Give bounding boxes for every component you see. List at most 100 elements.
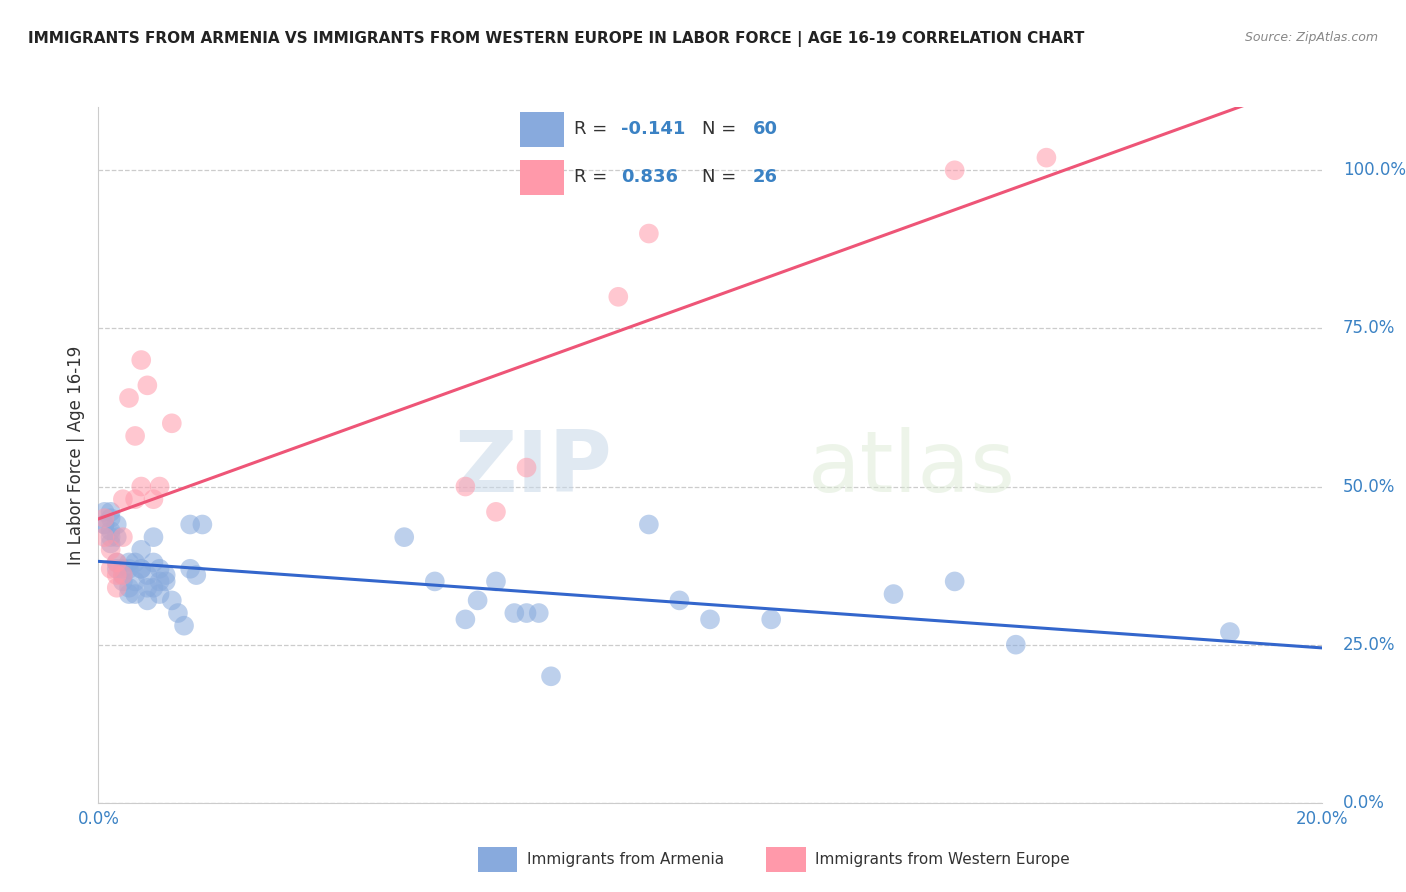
Point xyxy=(759,612,782,626)
Point xyxy=(100,542,122,557)
Point xyxy=(503,606,526,620)
Point xyxy=(111,574,134,589)
Text: 26: 26 xyxy=(752,169,778,186)
Text: 25.0%: 25.0% xyxy=(1343,636,1395,654)
Text: 0.0%: 0.0% xyxy=(1343,794,1385,812)
Text: IMMIGRANTS FROM ARMENIA VS IMMIGRANTS FROM WESTERN EUROPE IN LABOR FORCE | AGE 1: IMMIGRANTS FROM ARMENIA VS IMMIGRANTS FR… xyxy=(28,31,1084,47)
Point xyxy=(540,669,562,683)
Point xyxy=(100,562,122,576)
Point xyxy=(179,517,201,532)
Point xyxy=(100,505,122,519)
Point xyxy=(111,492,134,507)
Point xyxy=(105,568,128,582)
Point xyxy=(637,227,661,241)
Point xyxy=(149,574,172,589)
Point xyxy=(129,353,152,368)
Point xyxy=(129,562,152,576)
Point xyxy=(100,511,122,525)
Text: Source: ZipAtlas.com: Source: ZipAtlas.com xyxy=(1244,31,1378,45)
Point xyxy=(607,290,630,304)
Point xyxy=(883,587,905,601)
Point xyxy=(118,562,141,576)
Point xyxy=(118,581,141,595)
Point xyxy=(699,612,721,626)
Point xyxy=(93,505,115,519)
Point xyxy=(668,593,690,607)
Point xyxy=(467,593,489,607)
Point xyxy=(111,530,134,544)
Point xyxy=(100,524,122,538)
Point xyxy=(142,581,165,595)
Point xyxy=(129,479,152,493)
Point xyxy=(1004,638,1026,652)
Point xyxy=(149,562,172,576)
Point xyxy=(155,574,177,589)
Point xyxy=(485,574,508,589)
Point xyxy=(124,587,146,601)
Text: -0.141: -0.141 xyxy=(621,120,685,138)
Point xyxy=(637,517,661,532)
Point xyxy=(1035,151,1057,165)
Bar xyxy=(520,160,564,194)
Point xyxy=(118,587,141,601)
Point xyxy=(93,530,115,544)
Text: 75.0%: 75.0% xyxy=(1343,319,1395,337)
Point xyxy=(93,511,115,525)
Point xyxy=(100,530,122,544)
Point xyxy=(124,556,146,570)
Text: ZIP: ZIP xyxy=(454,427,612,510)
Text: 60: 60 xyxy=(752,120,778,138)
Point xyxy=(423,574,446,589)
Point xyxy=(118,391,141,405)
Point xyxy=(124,574,146,589)
Point xyxy=(392,530,416,544)
Point xyxy=(179,562,201,576)
Text: N =: N = xyxy=(702,120,742,138)
Point xyxy=(105,556,128,570)
Point xyxy=(111,562,134,576)
Point xyxy=(129,542,152,557)
Text: 50.0%: 50.0% xyxy=(1343,477,1395,496)
Point xyxy=(191,517,214,532)
Text: 0.836: 0.836 xyxy=(621,169,678,186)
Point xyxy=(167,606,190,620)
Point xyxy=(118,556,141,570)
Point xyxy=(105,517,128,532)
Point xyxy=(149,479,172,493)
Point xyxy=(111,568,134,582)
Point xyxy=(142,492,165,507)
Point xyxy=(136,568,159,582)
Point xyxy=(124,429,146,443)
Point xyxy=(105,581,128,595)
Point xyxy=(173,618,195,632)
Point xyxy=(454,479,477,493)
Point xyxy=(943,163,966,178)
Point xyxy=(516,606,538,620)
Point xyxy=(485,505,508,519)
Point xyxy=(943,574,966,589)
Point xyxy=(136,593,159,607)
Point xyxy=(93,517,115,532)
Text: R =: R = xyxy=(574,169,613,186)
Point xyxy=(111,568,134,582)
Point xyxy=(124,492,146,507)
Text: Immigrants from Armenia: Immigrants from Armenia xyxy=(527,853,724,867)
Text: 100.0%: 100.0% xyxy=(1343,161,1406,179)
Point xyxy=(1219,625,1241,640)
Point xyxy=(142,530,165,544)
Point xyxy=(454,612,477,626)
Point xyxy=(105,530,128,544)
Point xyxy=(186,568,208,582)
Point xyxy=(160,417,183,431)
Point xyxy=(105,562,128,576)
Point xyxy=(93,517,115,532)
Point xyxy=(155,568,177,582)
Point xyxy=(160,593,183,607)
Point xyxy=(142,556,165,570)
Point xyxy=(129,562,152,576)
Point xyxy=(100,536,122,550)
Point xyxy=(149,587,172,601)
Text: Immigrants from Western Europe: Immigrants from Western Europe xyxy=(815,853,1070,867)
Point xyxy=(136,378,159,392)
Point xyxy=(527,606,550,620)
